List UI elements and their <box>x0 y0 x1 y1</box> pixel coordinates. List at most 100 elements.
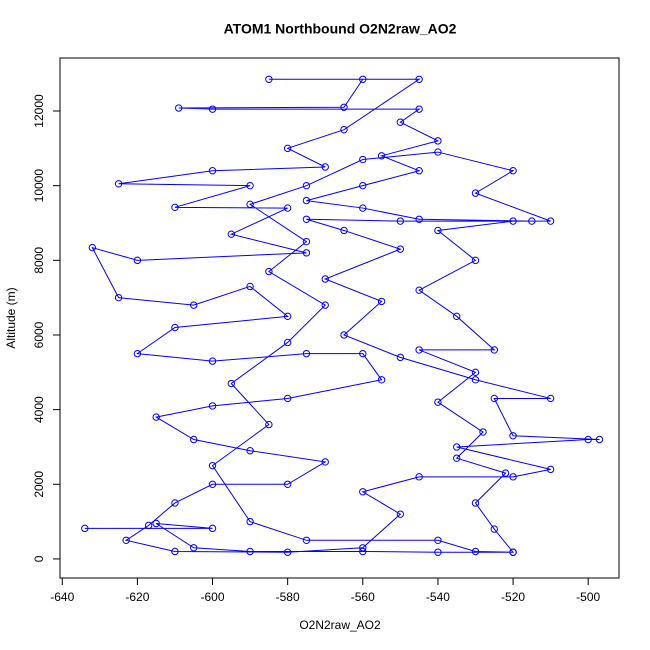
data-point <box>208 524 217 533</box>
data-point <box>453 312 461 321</box>
data-point <box>283 144 292 153</box>
data-point <box>595 435 604 444</box>
data-point <box>471 368 480 377</box>
data-point <box>81 524 89 533</box>
data-point <box>359 544 367 552</box>
data-point <box>302 349 311 358</box>
data-point <box>246 547 254 556</box>
data-point <box>171 499 179 507</box>
data-point <box>584 435 592 444</box>
data-point <box>471 376 480 384</box>
x-tick-label: -620 <box>125 590 149 604</box>
data-line <box>84 78 600 553</box>
data-point <box>434 137 442 145</box>
data-point <box>434 398 442 406</box>
data-point <box>265 75 273 83</box>
data-point <box>501 469 510 477</box>
data-point <box>546 465 555 474</box>
data-point <box>227 379 236 388</box>
data-point <box>302 196 311 205</box>
data-point <box>190 301 198 309</box>
data-point <box>152 519 160 528</box>
data-point <box>396 510 405 518</box>
x-axis-label: O2N2raw_AO2 <box>299 618 381 632</box>
data-point <box>396 353 405 362</box>
x-tick-label: -540 <box>426 590 450 604</box>
data-point <box>377 152 386 160</box>
data-point <box>208 357 217 365</box>
data-point <box>377 376 386 384</box>
x-tick-label: -580 <box>276 590 300 604</box>
data-point <box>434 226 442 235</box>
data-point <box>434 536 442 544</box>
data-point <box>283 480 292 489</box>
data-point <box>246 181 254 190</box>
data-point <box>471 256 480 265</box>
data-point <box>471 547 480 556</box>
data-point <box>490 346 498 354</box>
data-point <box>490 525 498 533</box>
data-point <box>340 226 348 235</box>
data-point <box>283 394 292 403</box>
data-point <box>415 215 423 223</box>
data-point <box>208 402 217 410</box>
data-point <box>340 125 348 134</box>
data-point <box>359 349 367 358</box>
data-point <box>152 413 160 421</box>
data-point <box>396 245 405 253</box>
data-point <box>283 338 292 347</box>
y-tick-label: 2000 <box>32 471 46 498</box>
data-point <box>528 217 536 225</box>
data-point <box>509 473 517 481</box>
data-point <box>175 104 183 112</box>
data-point <box>114 180 123 188</box>
data-point <box>122 536 130 544</box>
data-point <box>396 118 405 126</box>
data-point <box>208 461 217 470</box>
data-point <box>434 148 442 156</box>
data-point <box>471 499 480 507</box>
data-point <box>321 458 329 466</box>
data-point <box>509 217 517 225</box>
data-point <box>265 420 273 429</box>
data-point <box>377 297 386 306</box>
data-point <box>453 454 461 462</box>
data-point <box>490 394 498 403</box>
data-point <box>340 331 348 339</box>
data-point <box>302 249 311 257</box>
data-point <box>227 230 236 238</box>
chart-title: ATOM1 Northbound O2N2raw_AO2 <box>224 21 457 37</box>
data-point <box>171 203 179 212</box>
data-point <box>302 237 311 246</box>
data-point <box>321 301 329 309</box>
x-tick-label: -520 <box>501 590 525 604</box>
data-point <box>171 547 179 556</box>
data-point <box>283 312 292 321</box>
data-point <box>302 536 311 544</box>
data-point <box>321 163 329 171</box>
data-point <box>359 488 367 496</box>
data-point <box>133 256 142 265</box>
data-point <box>114 293 123 302</box>
data-point <box>302 215 311 223</box>
data-point <box>415 346 423 354</box>
data-point <box>479 428 487 436</box>
data-point <box>359 155 367 164</box>
data-point <box>283 204 292 212</box>
data-point <box>509 167 517 175</box>
data-point <box>190 435 198 444</box>
data-point <box>208 167 217 175</box>
data-point <box>415 75 423 83</box>
data-point <box>434 548 442 556</box>
y-tick-label: 0 <box>32 555 46 562</box>
y-tick-label: 12000 <box>32 94 46 128</box>
data-point <box>246 517 254 526</box>
data-point <box>415 286 423 294</box>
data-point <box>509 548 517 556</box>
y-tick-label: 6000 <box>32 321 46 348</box>
data-point <box>208 105 217 113</box>
x-tick-label: -500 <box>576 590 600 604</box>
data-point <box>340 103 348 111</box>
data-point <box>415 167 423 175</box>
